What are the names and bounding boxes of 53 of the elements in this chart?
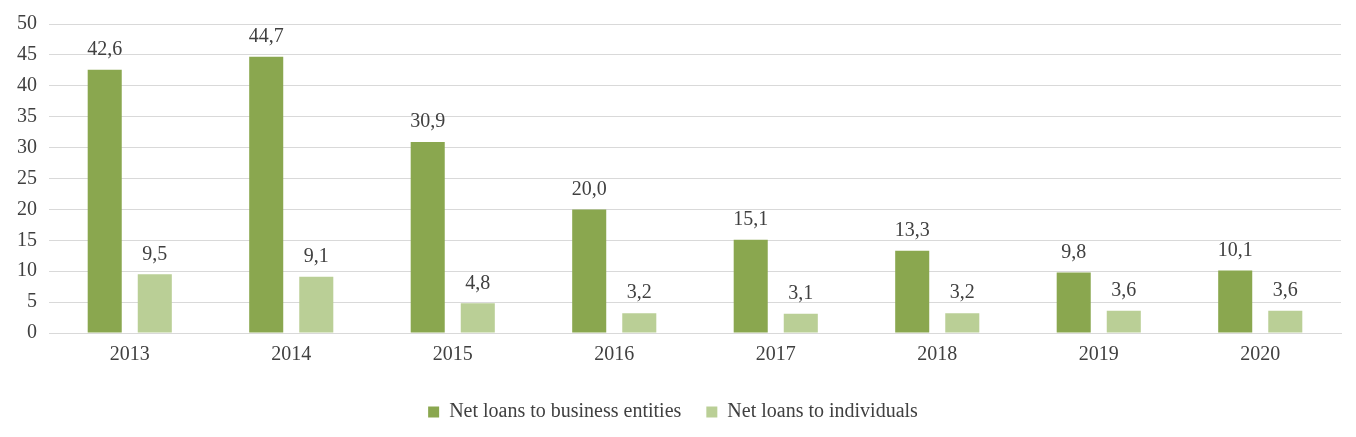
data-label: 3,6 — [1111, 278, 1137, 300]
bar — [1268, 310, 1303, 333]
bar — [945, 313, 980, 333]
data-label: 44,7 — [248, 24, 284, 46]
bar — [137, 274, 172, 333]
x-tick-label: 2013 — [109, 342, 150, 365]
data-label: 9,5 — [142, 241, 168, 264]
bar — [572, 209, 607, 333]
y-tick-label: 35 — [17, 103, 37, 126]
bar — [895, 250, 930, 333]
y-tick-label: 50 — [17, 11, 37, 34]
bar — [410, 142, 445, 333]
bar — [299, 276, 334, 333]
y-tick-label: 0 — [27, 320, 37, 343]
data-label: 3,1 — [788, 281, 814, 304]
data-label: 30,9 — [410, 109, 446, 132]
data-label: 13,3 — [894, 218, 930, 241]
legend-label: Net loans to individuals — [727, 399, 919, 422]
x-tick-label: 2019 — [1078, 342, 1119, 365]
data-label: 42,6 — [87, 36, 123, 59]
bar — [249, 56, 284, 333]
data-label: 10,1 — [1217, 237, 1253, 260]
data-label: 3,2 — [949, 280, 975, 303]
x-tick-label: 2017 — [755, 342, 796, 365]
x-tick-label: 2020 — [1240, 342, 1281, 365]
data-label: 20,0 — [571, 176, 607, 199]
bar — [783, 313, 818, 333]
y-tick-label: 45 — [17, 42, 37, 65]
legend-label: Net loans to business entities — [449, 399, 682, 422]
bar — [1056, 272, 1091, 333]
bar — [1218, 270, 1253, 333]
x-tick-label: 2015 — [432, 342, 473, 365]
data-label: 9,1 — [303, 244, 329, 267]
bar — [1106, 310, 1141, 333]
y-tick-label: 30 — [17, 134, 37, 157]
y-tick-label: 25 — [17, 165, 37, 188]
x-tick-label: 2018 — [917, 342, 958, 365]
data-label: 3,2 — [626, 280, 652, 303]
y-tick-label: 40 — [17, 73, 37, 96]
bar — [622, 313, 657, 333]
y-tick-label: 20 — [17, 196, 37, 219]
bar — [733, 239, 768, 333]
x-tick-label: 2014 — [271, 342, 312, 365]
data-label: 9,8 — [1061, 239, 1087, 262]
y-tick-label: 15 — [17, 227, 37, 250]
y-tick-label: 5 — [27, 289, 37, 312]
data-label: 3,6 — [1272, 278, 1298, 300]
data-label: 15,1 — [733, 206, 769, 229]
bar — [460, 303, 495, 333]
data-label: 4,8 — [465, 270, 491, 293]
bar — [87, 69, 122, 333]
x-tick-label: 2016 — [594, 342, 635, 365]
y-tick-label: 10 — [17, 258, 37, 281]
